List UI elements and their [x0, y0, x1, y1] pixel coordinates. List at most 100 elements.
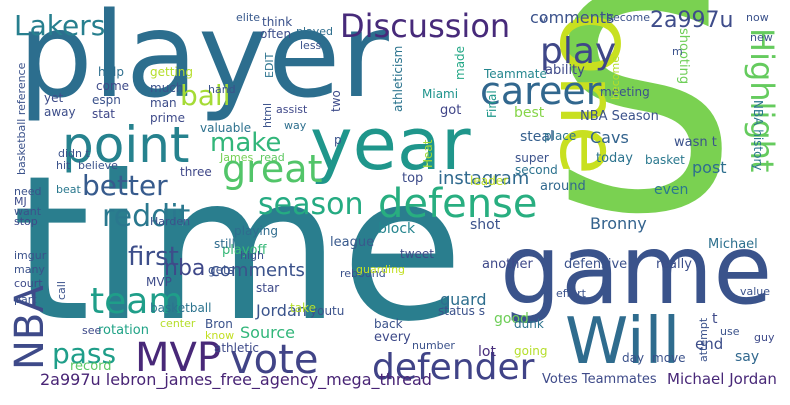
word-better: better	[82, 169, 168, 202]
word-t: t	[712, 311, 718, 327]
word-mvp: MVP	[135, 335, 221, 381]
word-every: every	[374, 330, 411, 345]
word-first: first	[128, 242, 179, 272]
word-play: play	[540, 31, 617, 72]
word-high: high	[240, 249, 264, 262]
word-think: think	[262, 15, 293, 29]
word-valuable: valuable	[200, 121, 252, 135]
word-stat: stat	[92, 107, 116, 121]
word-youtu: youtu	[310, 304, 345, 318]
word-use: use	[720, 325, 740, 338]
word-cavs: Cavs	[590, 128, 629, 147]
word-hand: hand	[208, 83, 236, 96]
word-hit: hit	[56, 159, 71, 172]
word-call: call	[55, 281, 68, 300]
word-new: new	[750, 31, 773, 44]
word-yet: yet	[44, 91, 64, 105]
word-guy: guy	[754, 331, 775, 344]
word-become: become	[606, 11, 651, 24]
word-instagram: instagram	[438, 168, 530, 189]
word-dunk: dunk	[514, 317, 544, 331]
word-v: v	[540, 13, 547, 26]
word-great: great	[222, 147, 323, 191]
word-basketball: basketball	[150, 301, 212, 315]
word-defensive: defensive	[564, 257, 628, 272]
word-s: S	[548, 0, 739, 280]
word-believe: believe	[78, 159, 118, 172]
word-really: really	[656, 257, 692, 272]
word-lot: lot	[478, 344, 496, 360]
word-beat: beat	[56, 183, 81, 196]
word-stop: stop	[14, 215, 38, 228]
word-gets: gets	[208, 263, 234, 277]
word-elite: elite	[236, 11, 260, 24]
word-basketball-reference: basketball reference	[15, 62, 28, 175]
word-know: know	[205, 329, 235, 342]
word-see: see	[82, 324, 102, 337]
word-move: move	[652, 351, 686, 365]
word-michael: Michael	[708, 237, 758, 252]
word-wasnt: wasn t	[674, 135, 717, 150]
word-ability: ability	[545, 63, 585, 78]
word-even: even	[654, 182, 689, 198]
word-place: place	[544, 129, 577, 143]
word-super: super	[515, 151, 549, 165]
word-final: Final	[485, 90, 499, 118]
word-votes-teammates: Votes Teammates	[542, 372, 657, 387]
word-vote: vote	[230, 337, 319, 383]
word-tweet: tweet	[400, 247, 434, 261]
word-source: Source	[240, 323, 295, 342]
word-leader: leader	[470, 174, 509, 188]
word-less: less	[300, 39, 322, 52]
word-away: away	[44, 105, 76, 119]
word-value: value	[740, 285, 771, 298]
word-say: say	[735, 349, 760, 365]
word-three: three	[180, 165, 212, 179]
word-reddit: reddit	[102, 199, 191, 234]
word-game: game	[500, 214, 773, 326]
word-bronny: Bronny	[590, 214, 647, 233]
word-two: two	[329, 90, 343, 112]
word-played: played	[296, 25, 334, 38]
word-miami: Miami	[422, 87, 459, 101]
word-html: html	[261, 102, 274, 128]
word-now: now	[746, 11, 769, 24]
word-guard: guard	[440, 290, 487, 309]
word-pass: pass	[52, 337, 117, 370]
word-mj: MJ	[14, 195, 27, 208]
word-team: team	[90, 281, 184, 322]
word-got: got	[440, 103, 462, 118]
word-shot: shot	[470, 217, 501, 233]
word-come: come	[96, 79, 130, 93]
word-number: number	[412, 339, 455, 352]
word-court: court	[14, 277, 43, 290]
word-imgur: imgur	[14, 249, 47, 262]
word-status-s: status s	[438, 304, 485, 318]
word-want: want	[14, 205, 42, 218]
word-playoff: playoff	[222, 243, 267, 258]
word-make: make	[210, 128, 282, 158]
word-james: James	[220, 151, 254, 164]
word-nba-history: NBA history	[751, 100, 765, 171]
word-second: second	[515, 163, 558, 177]
word-career: career	[480, 69, 602, 113]
word-guarding: guarding	[356, 263, 406, 276]
word-playing: playing	[234, 224, 278, 238]
word-read: read	[260, 151, 285, 164]
word-nba-lower: nba	[164, 256, 206, 281]
word-effort: effort	[556, 287, 586, 300]
word-star: star	[256, 281, 280, 295]
word-rebound: rebound	[340, 267, 386, 280]
word-attempt: attempt	[697, 317, 710, 362]
word-m: m	[672, 45, 683, 58]
word-end: end	[695, 335, 724, 353]
word-top: top	[402, 171, 424, 186]
word-ball: ball	[180, 79, 231, 112]
word-espn: espn	[92, 93, 121, 107]
word-edit: EDIT	[263, 52, 276, 78]
word-michael-jordan: Michael Jordan	[667, 370, 777, 388]
word-still: still	[214, 237, 235, 251]
word-comments-top: comments	[530, 8, 615, 27]
word-best: best	[514, 105, 545, 121]
